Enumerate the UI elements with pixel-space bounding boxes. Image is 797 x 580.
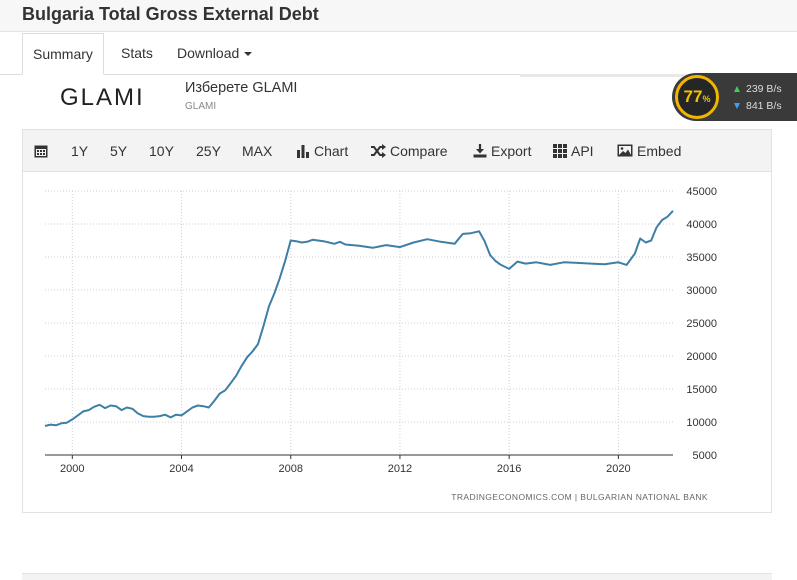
upload-speed: 239 B/s <box>746 83 782 95</box>
image-icon <box>617 144 633 157</box>
x-tick-label: 2008 <box>278 463 302 475</box>
chart-toolbar: 1Y 5Y 10Y 25Y MAX Chart Compare Export A… <box>23 130 771 172</box>
compare-button[interactable]: Compare <box>370 130 448 172</box>
ad-title[interactable]: Изберете GLAMI <box>185 80 298 96</box>
bottom-strip <box>22 573 772 580</box>
embed-button[interactable]: Embed <box>617 130 681 172</box>
percent-symbol: % <box>702 94 711 104</box>
download-speed: 841 B/s <box>746 100 782 112</box>
chart-type-button[interactable]: Chart <box>296 130 348 172</box>
tab-download[interactable]: Download <box>167 33 262 75</box>
x-tick-label: 2012 <box>388 463 412 475</box>
x-tick-label: 2000 <box>60 463 84 475</box>
y-tick-label: 5000 <box>693 450 717 462</box>
export-button[interactable]: Export <box>473 130 531 172</box>
export-button-label: Export <box>491 143 532 159</box>
grid-icon <box>553 143 567 158</box>
tab-summary[interactable]: Summary <box>22 33 104 75</box>
x-tick-label: 2004 <box>169 463 193 475</box>
series <box>44 210 674 427</box>
usage-percent: 77 <box>683 87 703 106</box>
shuffle-icon <box>371 143 386 158</box>
upload-speed-row: 239 B/s <box>734 83 782 95</box>
y-tick-label: 10000 <box>686 417 717 429</box>
chart-source: TRADINGECONOMICS.COM | BULGARIAN NATIONA… <box>451 492 708 502</box>
x-tick-label: 2016 <box>497 463 521 475</box>
chart-area: 5000 10000 15000 20000 25000 30000 35000 40000 4… <box>23 173 771 513</box>
axes: 5000 10000 15000 20000 25000 30000 35000 40000 4… <box>45 186 717 475</box>
series-line <box>44 210 674 427</box>
bar-chart-icon <box>297 144 309 158</box>
api-button-label: API <box>571 143 594 159</box>
title-bar: Bulgaria Total Gross External Debt <box>0 0 797 32</box>
embed-button-label: Embed <box>637 143 682 159</box>
y-tick-label: 35000 <box>686 252 717 264</box>
upload-arrow-icon <box>734 86 740 93</box>
download-speed-row: 841 B/s <box>734 100 782 112</box>
tab-download-label: Download <box>177 45 240 61</box>
page-title: Bulgaria Total Gross External Debt <box>22 4 319 24</box>
y-tick-label: 40000 <box>686 219 717 231</box>
download-icon <box>473 143 487 158</box>
y-tick-label: 20000 <box>686 351 717 363</box>
chart-panel: 1Y 5Y 10Y 25Y MAX Chart Compare Export A… <box>22 129 772 513</box>
line-chart: 5000 10000 15000 20000 25000 30000 35000 40000 4… <box>44 186 717 502</box>
compare-button-label: Compare <box>390 143 448 159</box>
caret-down-icon <box>244 52 253 57</box>
range-max-button[interactable]: MAX <box>242 143 273 159</box>
tab-stats[interactable]: Stats <box>121 45 153 61</box>
y-tick-label: 25000 <box>686 318 717 330</box>
ad-subtitle: GLAMI <box>185 101 217 112</box>
network-monitor-widget[interactable]: 77% 239 B/s 841 B/s <box>672 73 797 121</box>
calendar-button[interactable] <box>34 130 52 172</box>
x-tick-label: 2020 <box>606 463 630 475</box>
grid <box>45 190 673 456</box>
range-1y-button[interactable]: 1Y <box>71 143 89 159</box>
ad-banner[interactable]: GLAMI Изберете GLAMI GLAMI <box>20 78 620 122</box>
range-5y-button[interactable]: 5Y <box>110 143 128 159</box>
tab-bar: Summary Stats Download <box>0 33 797 75</box>
y-tick-label: 45000 <box>686 186 717 198</box>
range-25y-button[interactable]: 25Y <box>196 143 221 159</box>
calendar-icon <box>34 145 48 158</box>
api-button[interactable]: API <box>553 130 594 172</box>
ad-logo[interactable]: GLAMI <box>60 84 145 111</box>
y-tick-label: 15000 <box>686 384 717 396</box>
ad-divider <box>520 74 797 77</box>
download-arrow-icon <box>734 103 740 110</box>
y-tick-label: 30000 <box>686 285 717 297</box>
chart-button-label: Chart <box>314 143 349 159</box>
usage-gauge: 77% <box>675 75 719 119</box>
range-10y-button[interactable]: 10Y <box>149 143 174 159</box>
